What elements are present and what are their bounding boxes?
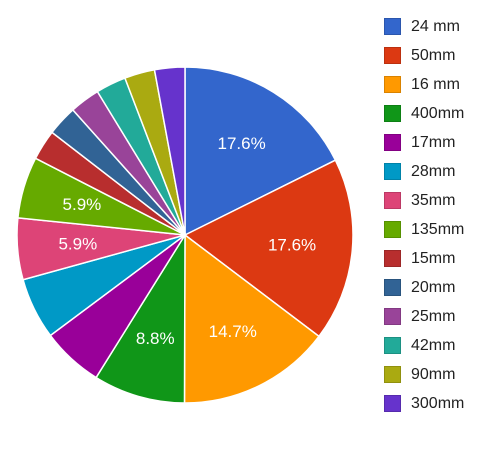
legend-label: 400mm — [411, 104, 465, 122]
legend-item-20mm[interactable]: 20mm — [384, 273, 496, 302]
pie-data-label-135mm: 5.9% — [63, 195, 102, 214]
legend-label: 42mm — [411, 336, 456, 354]
legend-swatch — [384, 221, 401, 238]
pie-data-label-24-mm: 17.6% — [218, 134, 266, 153]
legend-swatch — [384, 337, 401, 354]
legend-swatch — [384, 366, 401, 383]
legend-item-42mm[interactable]: 42mm — [384, 331, 496, 360]
legend-item-300mm[interactable]: 300mm — [384, 389, 496, 418]
legend-label: 24 mm — [411, 17, 460, 35]
legend-label: 20mm — [411, 278, 456, 296]
legend-item-15mm[interactable]: 15mm — [384, 244, 496, 273]
legend-item-135mm[interactable]: 135mm — [384, 215, 496, 244]
legend-swatch — [384, 308, 401, 325]
legend-label: 17mm — [411, 133, 456, 151]
pie-data-label-35mm: 5.9% — [58, 234, 97, 253]
legend-swatch — [384, 163, 401, 180]
legend-item-28mm[interactable]: 28mm — [384, 157, 496, 186]
legend-swatch — [384, 18, 401, 35]
legend-swatch — [384, 279, 401, 296]
legend-item-90mm[interactable]: 90mm — [384, 360, 496, 389]
pie-slice-300mm[interactable] — [153, 66, 186, 236]
legend-swatch — [384, 192, 401, 209]
pie-slice-24-mm[interactable] — [184, 66, 337, 237]
legend-swatch — [384, 47, 401, 64]
legend-swatch — [384, 250, 401, 267]
legend-item-25mm[interactable]: 25mm — [384, 302, 496, 331]
legend-item-24-mm[interactable]: 24 mm — [384, 12, 496, 41]
legend-swatch — [384, 105, 401, 122]
legend-label: 300mm — [411, 394, 465, 412]
legend-label: 15mm — [411, 249, 456, 267]
legend-label: 35mm — [411, 191, 456, 209]
legend-label: 50mm — [411, 46, 456, 64]
pie-data-label-400mm: 8.8% — [136, 329, 175, 348]
legend-swatch — [384, 76, 401, 93]
legend-item-400mm[interactable]: 400mm — [384, 99, 496, 128]
legend-swatch — [384, 134, 401, 151]
legend: 24 mm 50mm 16 mm 400mm 17mm 28mm 35mm 135mm 15mm… — [384, 12, 496, 418]
legend-item-50mm[interactable]: 50mm — [384, 41, 496, 70]
pie-data-label-16-mm: 14.7% — [209, 322, 257, 341]
legend-item-17mm[interactable]: 17mm — [384, 128, 496, 157]
legend-item-16-mm[interactable]: 16 mm — [384, 70, 496, 99]
legend-label: 90mm — [411, 365, 456, 383]
legend-swatch — [384, 395, 401, 412]
pie-slice-50mm[interactable] — [183, 159, 354, 338]
legend-label: 25mm — [411, 307, 456, 325]
legend-item-35mm[interactable]: 35mm — [384, 186, 496, 215]
legend-label: 135mm — [411, 220, 465, 238]
pie-plot: 17.6% 17.6% 14.7% 8.8% 5.9% 5.9% — [16, 66, 354, 404]
legend-label: 16 mm — [411, 75, 460, 93]
legend-label: 28mm — [411, 162, 456, 180]
pie-slice-16-mm[interactable] — [183, 233, 321, 404]
pie-data-label-50mm: 17.6% — [268, 235, 316, 254]
pie-slice-400mm[interactable] — [95, 232, 186, 404]
